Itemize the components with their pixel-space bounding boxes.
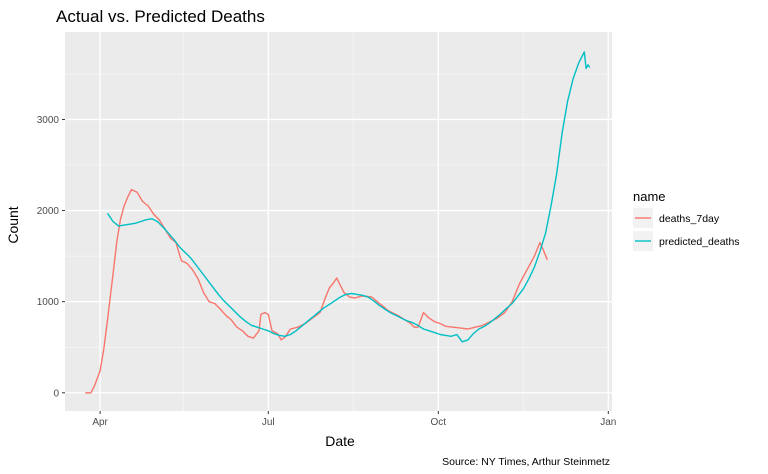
chart-title: Actual vs. Predicted Deaths (56, 7, 265, 26)
major-gridlines (65, 32, 612, 411)
minor-gridlines (65, 32, 612, 411)
series-line-predicted_deaths (106, 51, 591, 343)
legend-label-deaths_7day: deaths_7day (659, 213, 720, 225)
x-axis: Apr Jul Oct Jan (92, 411, 616, 428)
y-axis: 0 1000 2000 3000 (37, 115, 65, 399)
x-tick-label: Jul (262, 417, 275, 428)
x-tick-label: Apr (92, 417, 108, 428)
x-tick-label: Jan (600, 417, 616, 428)
legend-title: name (633, 189, 666, 204)
y-tick-label: 2000 (37, 206, 60, 217)
x-axis-title: Date (325, 433, 355, 449)
series-layer (85, 51, 591, 394)
y-tick-label: 0 (53, 388, 59, 399)
y-axis-title: Count (5, 206, 21, 243)
y-tick-label: 1000 (37, 297, 60, 308)
y-tick-label: 3000 (37, 115, 60, 126)
legend: name deaths_7day predicted_deaths (633, 189, 740, 251)
legend-label-predicted_deaths: predicted_deaths (659, 236, 740, 248)
x-tick-label: Oct (431, 417, 447, 428)
chart-caption: Source: NY Times, Arthur Steinmetz (442, 456, 610, 468)
series-line-deaths_7day (85, 188, 548, 394)
plot-panel (65, 32, 612, 411)
